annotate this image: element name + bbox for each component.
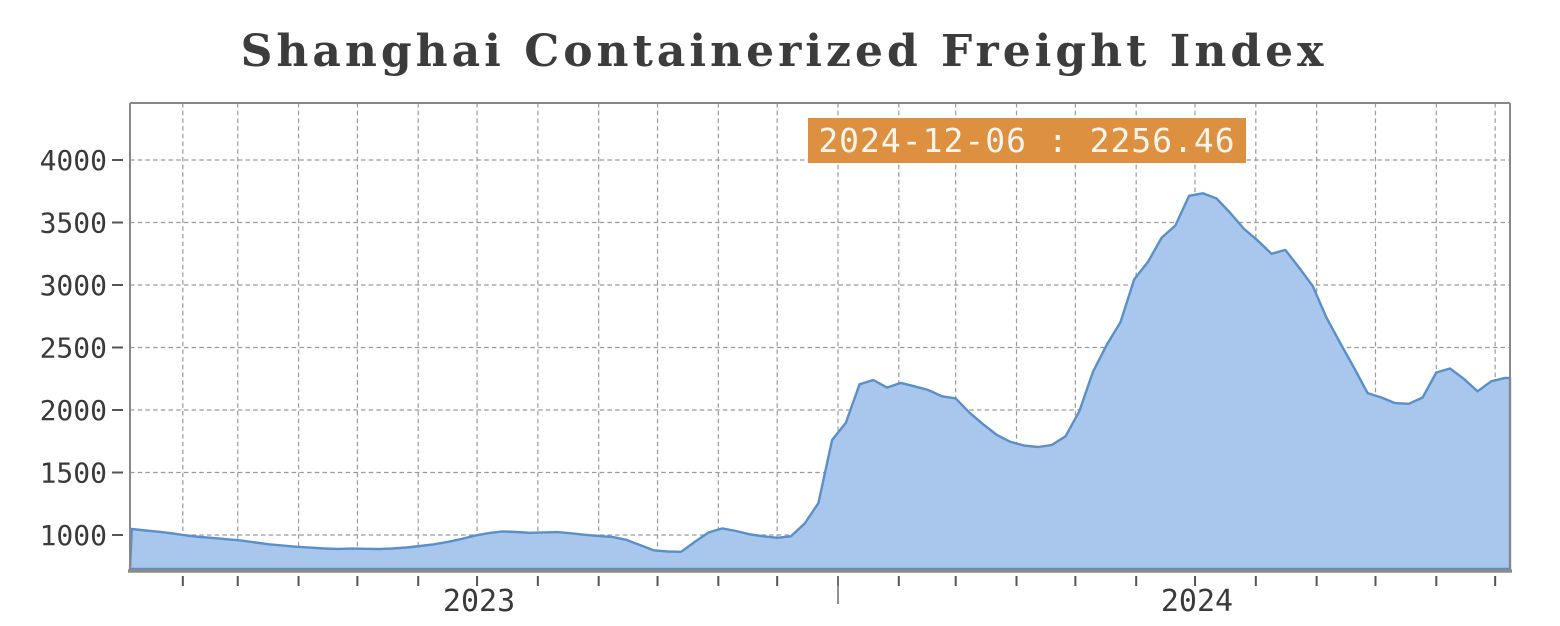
- tooltip-badge: [808, 118, 1246, 163]
- y-tick-label: 4000: [40, 144, 107, 177]
- y-tick-label: 2000: [40, 394, 107, 427]
- y-tick-label: 3000: [40, 269, 107, 302]
- y-tick-label: 3500: [40, 207, 107, 240]
- x-year-label: 2023: [443, 584, 515, 619]
- chart-title: Shanghai Containerized Freight Index: [241, 26, 1328, 77]
- y-tick-label: 1500: [40, 457, 107, 490]
- plot-layer: 1000 1500 2000 2500 3000 3500 4000 2023 2024: [40, 102, 1512, 619]
- x-year-label: 2024: [1161, 584, 1233, 619]
- plot-area[interactable]: [130, 103, 1510, 570]
- area-series: [128, 192, 1512, 571]
- y-tick-label: 1000: [40, 519, 107, 552]
- tooltip-label: 2024-12-06 : 2256.46: [818, 121, 1235, 160]
- y-tick-label: 2500: [40, 332, 107, 365]
